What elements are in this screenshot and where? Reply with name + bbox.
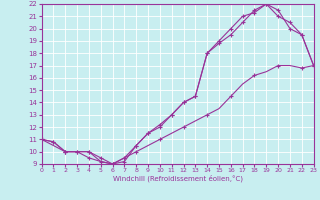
X-axis label: Windchill (Refroidissement éolien,°C): Windchill (Refroidissement éolien,°C) xyxy=(113,175,243,182)
